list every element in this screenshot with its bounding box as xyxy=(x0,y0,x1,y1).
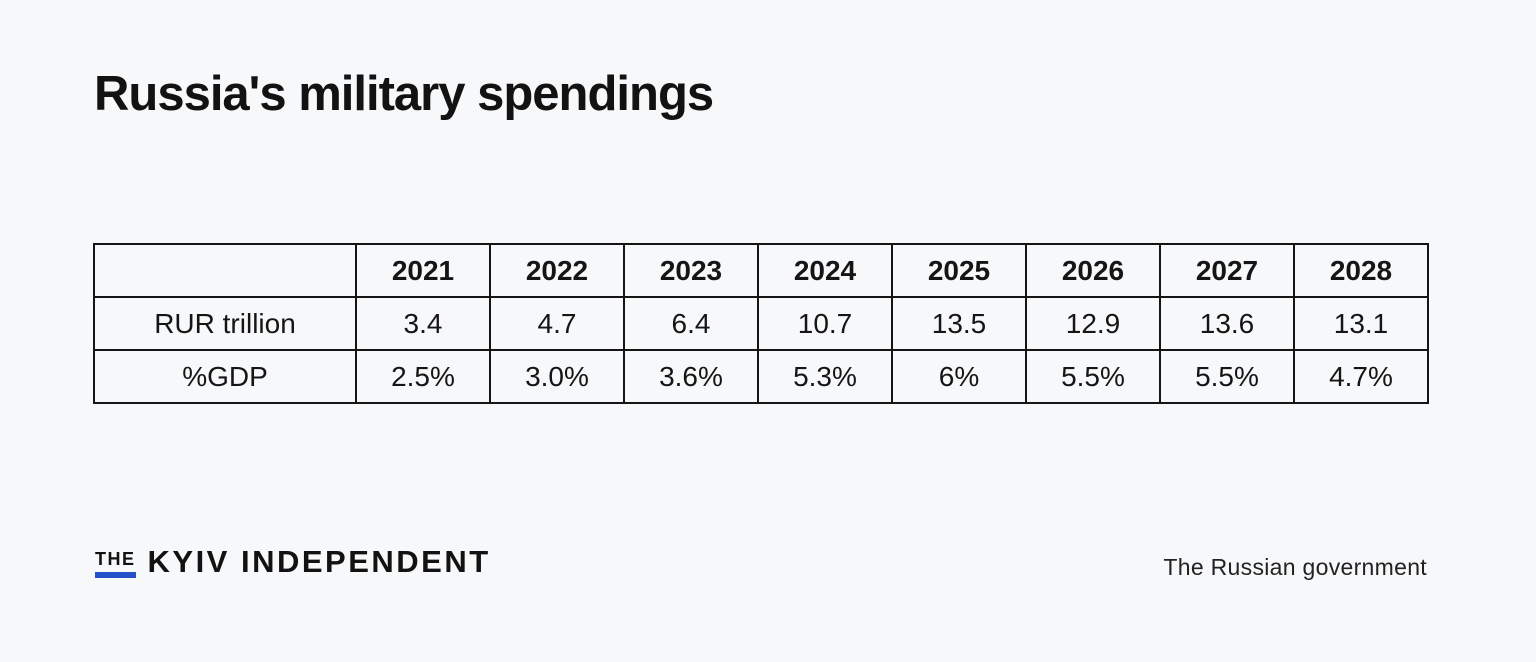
value-cell: 3.6% xyxy=(623,349,759,404)
table-row: RUR trillion 3.4 4.7 6.4 10.7 13.5 12.9 13.6 13.… xyxy=(93,296,1429,351)
value-cell: 13.5 xyxy=(891,296,1027,351)
year-header-2021: 2021 xyxy=(355,243,491,298)
row-label: %GDP xyxy=(93,349,357,404)
logo-main-text: KYIV INDEPENDENT xyxy=(147,544,491,579)
row-label: RUR trillion xyxy=(93,296,357,351)
logo-the-text: THE xyxy=(95,550,136,578)
value-cell: 5.5% xyxy=(1025,349,1161,404)
table-row: %GDP 2.5% 3.0% 3.6% 5.3% 6% 5.5% 5.5% 4.7% xyxy=(93,349,1429,404)
kyiv-independent-logo: THE KYIV INDEPENDENT xyxy=(95,546,491,578)
spending-table: 2021 2022 2023 2024 2025 2026 2027 2028 RUR tri… xyxy=(93,243,1429,404)
value-cell: 6% xyxy=(891,349,1027,404)
value-cell: 2.5% xyxy=(355,349,491,404)
value-cell: 10.7 xyxy=(757,296,893,351)
year-header-2028: 2028 xyxy=(1293,243,1429,298)
value-cell: 4.7 xyxy=(489,296,625,351)
table-corner-cell xyxy=(93,243,357,298)
table-header: 2021 2022 2023 2024 2025 2026 2027 2028 xyxy=(93,243,1429,298)
value-cell: 6.4 xyxy=(623,296,759,351)
value-cell: 3.4 xyxy=(355,296,491,351)
value-cell: 3.0% xyxy=(489,349,625,404)
value-cell: 13.1 xyxy=(1293,296,1429,351)
table-header-row: 2021 2022 2023 2024 2025 2026 2027 2028 xyxy=(93,243,1429,298)
year-header-2024: 2024 xyxy=(757,243,893,298)
value-cell: 5.3% xyxy=(757,349,893,404)
value-cell: 13.6 xyxy=(1159,296,1295,351)
year-header-2022: 2022 xyxy=(489,243,625,298)
year-header-2027: 2027 xyxy=(1159,243,1295,298)
source-attribution: The Russian government xyxy=(1163,554,1427,580)
year-header-2026: 2026 xyxy=(1025,243,1161,298)
year-header-2023: 2023 xyxy=(623,243,759,298)
value-cell: 4.7% xyxy=(1293,349,1429,404)
value-cell: 5.5% xyxy=(1159,349,1295,404)
year-header-2025: 2025 xyxy=(891,243,1027,298)
table-body: RUR trillion 3.4 4.7 6.4 10.7 13.5 12.9 13.6 13.… xyxy=(93,296,1429,404)
page-title: Russia's military spendings xyxy=(94,67,714,121)
value-cell: 12.9 xyxy=(1025,296,1161,351)
